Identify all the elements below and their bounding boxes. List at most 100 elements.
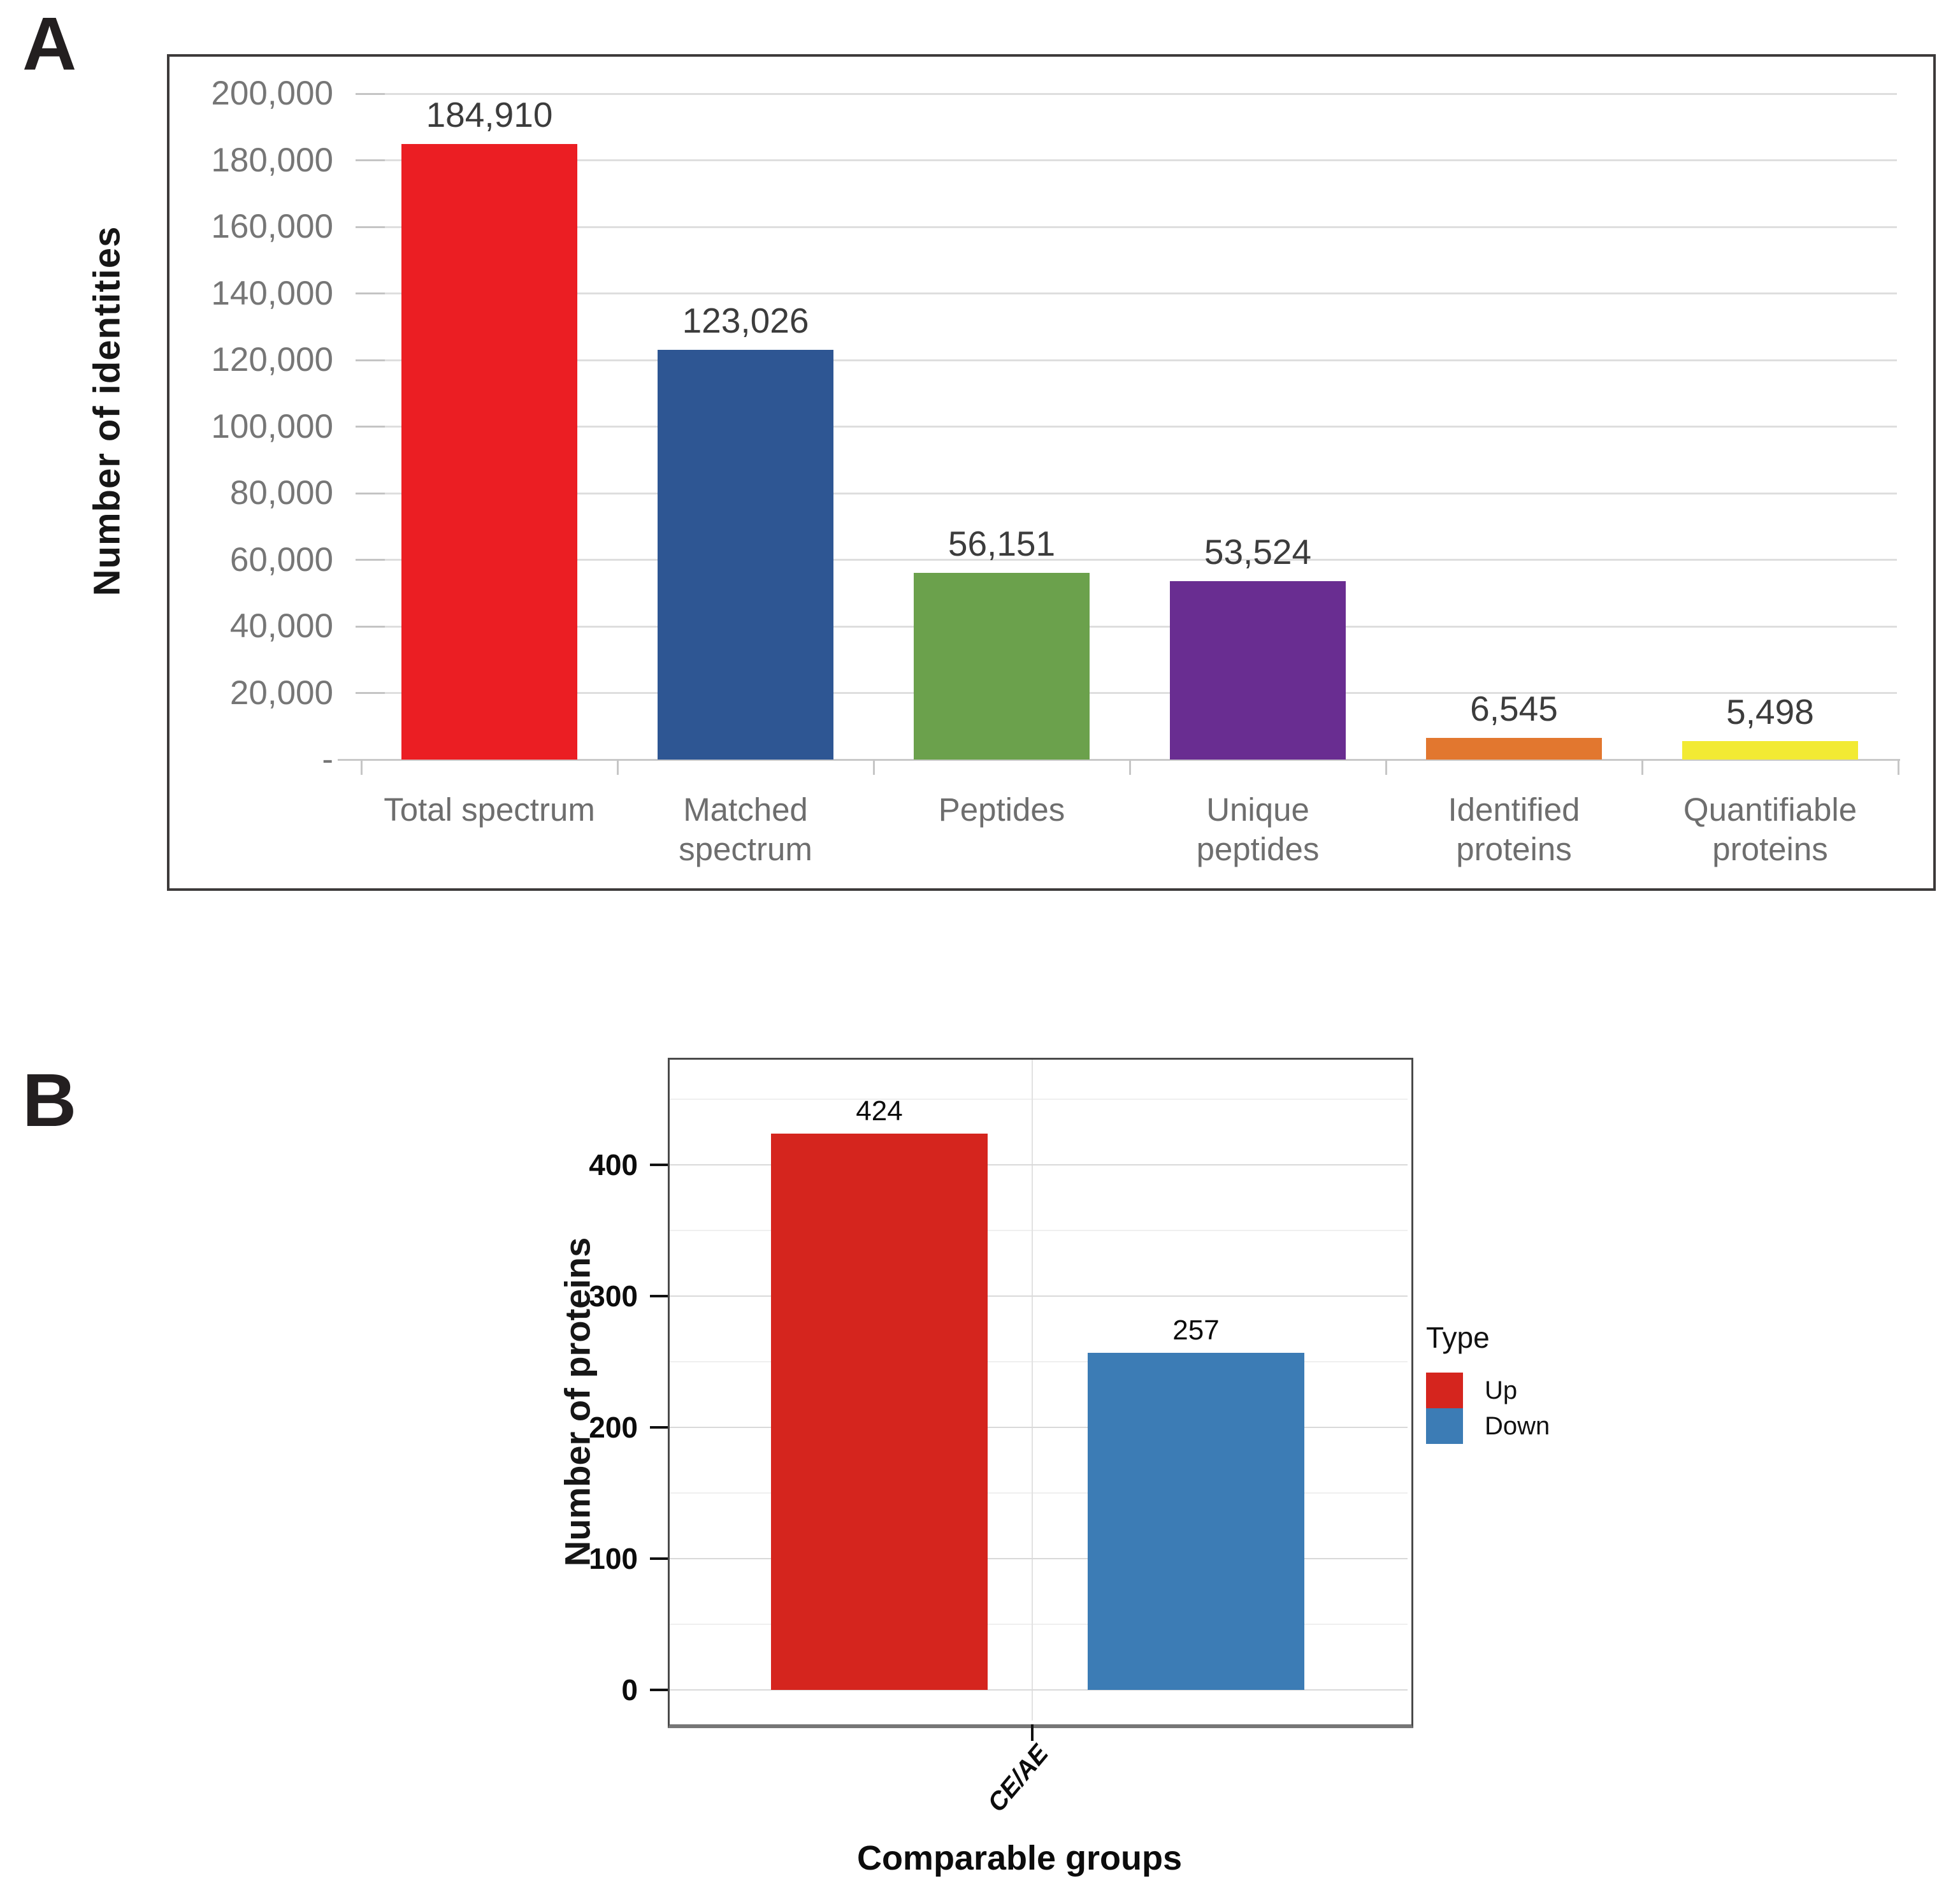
bar-value-label: 6,545 bbox=[1470, 688, 1558, 728]
major-gridline bbox=[670, 1558, 1408, 1559]
bar-unique-peptides bbox=[1170, 581, 1346, 760]
minor-gridline bbox=[670, 1624, 1408, 1625]
y-tick bbox=[650, 1557, 668, 1560]
y-tick-label: - bbox=[322, 740, 333, 778]
minor-gridline bbox=[670, 1361, 1408, 1362]
major-gridline bbox=[670, 1427, 1408, 1428]
y-tick bbox=[356, 159, 385, 161]
y-tick-label: 0 bbox=[621, 1673, 638, 1706]
minor-gridline bbox=[670, 1492, 1408, 1494]
panel-b-plot-frame bbox=[668, 1058, 1413, 1728]
y-tick-label: 120,000 bbox=[211, 341, 333, 379]
bar-value-label: 424 bbox=[856, 1095, 903, 1127]
legend-label-up: Up bbox=[1485, 1376, 1518, 1404]
bar-peptides bbox=[914, 572, 1090, 760]
legend-title: Type bbox=[1426, 1321, 1490, 1354]
panel-a-label: A bbox=[22, 2, 77, 86]
y-tick-label: 60,000 bbox=[229, 540, 333, 579]
bar-value-label: 53,524 bbox=[1204, 532, 1312, 572]
gridline bbox=[356, 692, 1897, 694]
x-tick bbox=[1641, 760, 1643, 775]
y-tick bbox=[650, 1164, 668, 1166]
y-tick-label: 160,000 bbox=[211, 208, 333, 245]
legend-swatch-up bbox=[1426, 1373, 1463, 1408]
x-tick bbox=[361, 760, 363, 775]
x-tick bbox=[1898, 760, 1899, 775]
gridline bbox=[356, 492, 1897, 494]
bar-matched-spectrum bbox=[658, 350, 833, 760]
x-tick bbox=[873, 760, 875, 775]
y-tick bbox=[356, 92, 385, 95]
bar-total-spectrum bbox=[401, 143, 577, 760]
x-category-label: Quantifiable proteins bbox=[1683, 791, 1857, 867]
y-tick-label: 200 bbox=[589, 1411, 638, 1444]
legend-swatch-down bbox=[1426, 1408, 1463, 1444]
y-tick-label: 100 bbox=[589, 1542, 638, 1575]
bar-value-label: 257 bbox=[1172, 1314, 1220, 1346]
bar-up bbox=[771, 1133, 988, 1690]
gridline bbox=[356, 159, 1897, 161]
minor-gridline bbox=[670, 1230, 1408, 1231]
x-tick bbox=[617, 760, 619, 775]
minor-gridline bbox=[670, 1099, 1408, 1100]
bar-value-label: 56,151 bbox=[948, 523, 1056, 563]
x-tick bbox=[1129, 760, 1131, 775]
y-tick bbox=[356, 692, 385, 694]
bar-value-label: 5,498 bbox=[1726, 692, 1814, 732]
x-tick bbox=[1385, 760, 1387, 775]
legend: Type Up Down bbox=[1426, 1320, 1550, 1444]
y-tick bbox=[650, 1426, 668, 1429]
panel-b-y-axis-title: Number of proteins bbox=[557, 1237, 598, 1567]
major-gridline bbox=[670, 1164, 1408, 1165]
y-tick bbox=[356, 492, 385, 494]
y-tick bbox=[650, 1689, 668, 1691]
gridline bbox=[356, 625, 1897, 628]
bar-identified-proteins bbox=[1426, 737, 1602, 760]
bar-value-label: 184,910 bbox=[426, 94, 553, 134]
gridline bbox=[356, 92, 1897, 95]
vertical-gridline bbox=[1032, 1060, 1033, 1720]
legend-label-down: Down bbox=[1485, 1411, 1550, 1440]
y-tick-label: 140,000 bbox=[211, 274, 333, 312]
bar-down bbox=[1088, 1352, 1304, 1690]
y-tick-label: 100,000 bbox=[211, 407, 333, 445]
gridline bbox=[356, 226, 1897, 228]
y-tick bbox=[356, 559, 385, 561]
gridline bbox=[356, 292, 1897, 294]
legend-entry-up: Up bbox=[1426, 1373, 1550, 1408]
y-tick-label: 20,000 bbox=[229, 674, 333, 712]
y-tick-label: 180,000 bbox=[211, 141, 333, 179]
panel-b-x-axis-title: Comparable groups bbox=[856, 1839, 1183, 1877]
y-tick bbox=[356, 426, 385, 428]
x-axis-line bbox=[338, 758, 1900, 761]
x-tick bbox=[1031, 1724, 1034, 1741]
gridline bbox=[356, 359, 1897, 361]
major-gridline bbox=[670, 1295, 1408, 1297]
legend-entry-down: Down bbox=[1426, 1408, 1550, 1444]
y-tick bbox=[356, 359, 385, 361]
x-category-label: Matched spectrum bbox=[679, 791, 812, 867]
bar-quantifiable-proteins bbox=[1682, 741, 1858, 760]
y-tick bbox=[356, 292, 385, 294]
gridline bbox=[356, 559, 1897, 561]
y-tick-label: 400 bbox=[589, 1148, 638, 1181]
panel-b-label: B bbox=[22, 1058, 77, 1143]
x-category-label: Identified proteins bbox=[1448, 791, 1580, 867]
major-gridline bbox=[670, 1689, 1408, 1691]
y-tick-label: 200,000 bbox=[211, 75, 333, 112]
x-category-label: Total spectrum bbox=[384, 791, 595, 828]
gridline bbox=[356, 426, 1897, 428]
x-category-label: Peptides bbox=[938, 791, 1065, 828]
y-tick-label: 40,000 bbox=[229, 607, 333, 645]
y-tick-label: 80,000 bbox=[229, 474, 333, 512]
y-tick bbox=[356, 226, 385, 228]
bar-value-label: 123,026 bbox=[682, 301, 809, 341]
x-category-label: Unique peptides bbox=[1196, 791, 1320, 867]
y-tick bbox=[650, 1295, 668, 1297]
y-tick bbox=[356, 625, 385, 628]
y-tick-label: 300 bbox=[589, 1280, 638, 1313]
panel-a-plot-frame bbox=[167, 54, 1936, 891]
